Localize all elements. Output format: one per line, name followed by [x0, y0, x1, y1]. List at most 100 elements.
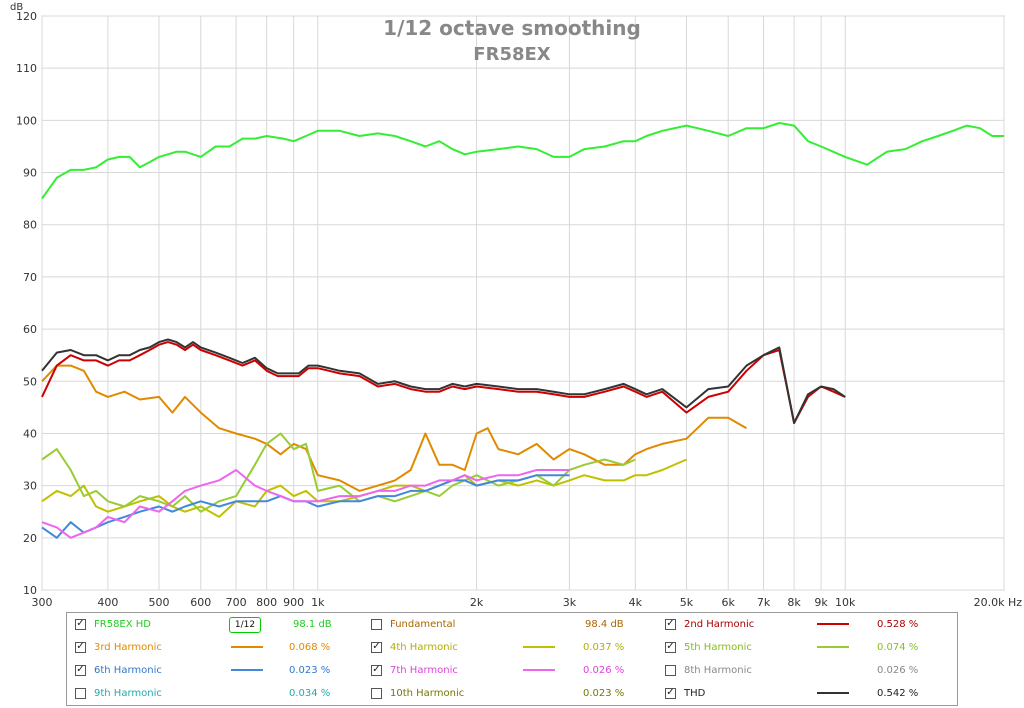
legend-item-2nd-harmonic[interactable]: ✓ 2nd Harmonic: [665, 613, 754, 635]
y-tick-label: 30: [23, 480, 37, 493]
x-tick-label: 5k: [680, 596, 694, 609]
checkbox-7th-harmonic[interactable]: ✓: [371, 664, 382, 676]
checkbox-5th-harmonic[interactable]: ✓: [665, 641, 676, 653]
legend-item-7th-harmonic[interactable]: ✓ 7th Harmonic: [371, 659, 458, 681]
legend-label: Fundamental: [390, 618, 456, 630]
legend-label: FR58EX HD: [94, 618, 151, 630]
chart: 10 20 30 40 50 60 70 80 90 100 110 120 300 400 500 600 7…: [10, 2, 1022, 609]
legend-value: 0.026 %: [877, 664, 919, 676]
legend-item-fr58ex-hd[interactable]: ✓ FR58EX HD: [75, 613, 151, 635]
legend-item-9th-harmonic[interactable]: 9th Harmonic: [75, 682, 162, 704]
legend-swatch: [817, 623, 849, 625]
legend-swatch: [231, 669, 263, 671]
legend-value: 0.528 %: [877, 618, 919, 630]
smoothing-value: 1/12: [234, 620, 256, 630]
grid: [41, 15, 1005, 591]
checkbox-3rd-harmonic[interactable]: ✓: [75, 641, 86, 653]
x-tick-label: 4k: [629, 596, 643, 609]
legend-label: 4th Harmonic: [390, 641, 458, 653]
x-tick-label: 500: [149, 596, 170, 609]
legend-value: 0.542 %: [877, 687, 919, 699]
x-tick-label: 9k: [814, 596, 828, 609]
x-tick-label: 900: [283, 596, 304, 609]
legend-swatch: [817, 646, 849, 648]
y-axis-unit-label: dB: [10, 2, 23, 13]
legend-row: ✓ 3rd Harmonic 0.068 % ✓ 4th Harmonic 0.…: [67, 636, 957, 658]
legend-value: 98.1 dB: [293, 618, 332, 630]
legend-item-fundamental[interactable]: Fundamental: [371, 613, 455, 635]
legend-value: 0.023 %: [583, 687, 625, 699]
y-tick-label: 120: [16, 10, 37, 23]
legend-swatch: [523, 669, 555, 671]
legend-item-4th-harmonic[interactable]: ✓ 4th Harmonic: [371, 636, 458, 658]
legend-value: 98.4 dB: [585, 618, 624, 630]
x-tick-label: 10k: [835, 596, 856, 609]
checkbox-10th-harmonic[interactable]: [371, 687, 382, 699]
legend-row: 9th Harmonic 0.034 % 10th Harmonic 0.023…: [67, 682, 957, 704]
y-tick-label: 90: [23, 167, 37, 180]
x-tick-label: 20.0k Hz: [974, 596, 1023, 609]
legend-swatch: [523, 646, 555, 648]
series-7th-harmonic: [41, 469, 570, 539]
x-tick-label: 700: [226, 596, 247, 609]
legend-label: 8th Harmonic: [684, 664, 752, 676]
series-thd: [41, 338, 846, 424]
y-tick-label: 10: [23, 584, 37, 597]
checkbox-6th-harmonic[interactable]: ✓: [75, 664, 86, 676]
legend-value: 0.037 %: [583, 641, 625, 653]
y-tick-label: 80: [23, 219, 37, 232]
legend-label: 5th Harmonic: [684, 641, 752, 653]
legend-label: 10th Harmonic: [390, 687, 465, 699]
x-tick-label: 400: [97, 596, 118, 609]
chart-title: 1/12 octave smoothing: [383, 16, 641, 40]
checkbox-9th-harmonic[interactable]: [75, 687, 86, 699]
legend-value: 0.034 %: [289, 687, 331, 699]
legend-value: 0.074 %: [877, 641, 919, 653]
x-tick-label: 800: [256, 596, 277, 609]
x-tick-label: 2k: [470, 596, 484, 609]
series-3rd-harmonic: [41, 364, 747, 492]
legend-label: 9th Harmonic: [94, 687, 162, 699]
legend-label: 3rd Harmonic: [94, 641, 162, 653]
legend-item-8th-harmonic[interactable]: 8th Harmonic: [665, 659, 752, 681]
legend-item-5th-harmonic[interactable]: ✓ 5th Harmonic: [665, 636, 752, 658]
y-tick-label: 110: [16, 62, 37, 75]
y-tick-label: 70: [23, 271, 37, 284]
legend-label: 7th Harmonic: [390, 664, 458, 676]
legend-item-10th-harmonic[interactable]: 10th Harmonic: [371, 682, 464, 704]
legend-item-thd[interactable]: ✓ THD: [665, 682, 705, 704]
legend-label: 6th Harmonic: [94, 664, 162, 676]
chart-subtitle: FR58EX: [473, 44, 551, 65]
legend-item-6th-harmonic[interactable]: ✓ 6th Harmonic: [75, 659, 162, 681]
y-tick-label: 100: [16, 114, 37, 127]
y-tick-label: 50: [23, 375, 37, 388]
legend-value: 0.023 %: [289, 664, 331, 676]
checkbox-4th-harmonic[interactable]: ✓: [371, 641, 382, 653]
x-tick-label: 1k: [311, 596, 325, 609]
x-tick-label: 8k: [787, 596, 801, 609]
smoothing-selector[interactable]: 1/12: [229, 617, 261, 633]
legend-label: 2nd Harmonic: [684, 618, 755, 630]
legend-row: ✓ 6th Harmonic 0.023 % ✓ 7th Harmonic 0.…: [67, 659, 957, 681]
legend-label: THD: [684, 687, 706, 699]
checkbox-fr58ex-hd[interactable]: ✓: [75, 618, 86, 630]
checkbox-8th-harmonic[interactable]: [665, 664, 676, 676]
x-tick-label: 600: [190, 596, 211, 609]
checkbox-thd[interactable]: ✓: [665, 687, 676, 699]
y-tick-label: 60: [23, 323, 37, 336]
x-tick-label: 300: [32, 596, 53, 609]
legend-swatch: [231, 646, 263, 648]
series-2nd-harmonic: [41, 341, 846, 424]
plot-area: [41, 15, 1005, 591]
tick-labels: 10 20 30 40 50 60 70 80 90 100 110 120 300 400 500 600 7…: [16, 10, 1022, 609]
legend-item-3rd-harmonic[interactable]: ✓ 3rd Harmonic: [75, 636, 162, 658]
x-tick-label: 3k: [563, 596, 577, 609]
y-tick-label: 40: [23, 427, 37, 440]
series-layer: [41, 122, 1004, 539]
checkbox-fundamental[interactable]: [371, 618, 382, 630]
legend-value: 0.026 %: [583, 664, 625, 676]
x-tick-label: 6k: [722, 596, 736, 609]
legend-row: ✓ FR58EX HD 1/12 98.1 dB Fundamental 98.…: [67, 613, 957, 635]
legend-panel: ✓ FR58EX HD 1/12 98.1 dB Fundamental 98.…: [66, 612, 958, 706]
checkbox-2nd-harmonic[interactable]: ✓: [665, 618, 676, 630]
